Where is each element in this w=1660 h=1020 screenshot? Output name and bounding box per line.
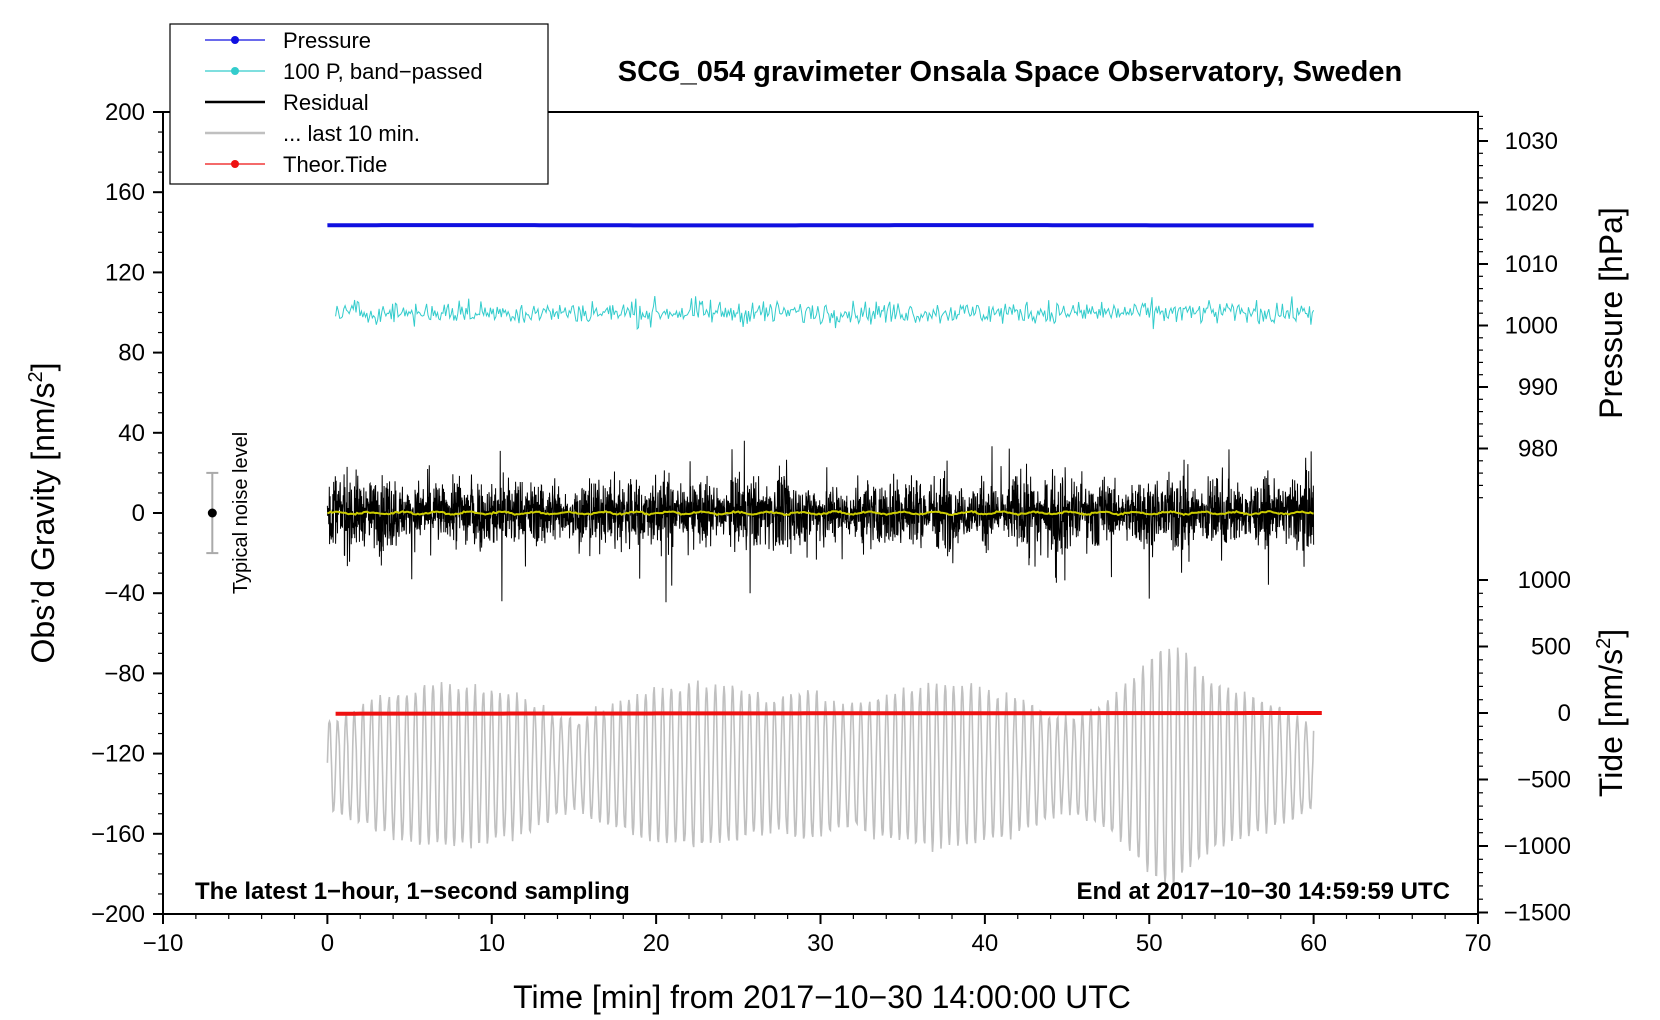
ticks-layer: −10 0 10 20 30 40 50 60 7020016012080400−40−80−1… <box>91 99 1571 957</box>
y-tick-label-left: 0 <box>132 500 145 527</box>
y-tick-label-left: 160 <box>105 179 145 206</box>
y-tick-label-pressure: 1020 <box>1505 190 1558 217</box>
x-tick-label: 60 <box>1300 930 1327 957</box>
series-last-10-min <box>326 647 1315 886</box>
y-tick-label-pressure: 980 <box>1518 436 1558 463</box>
note-right: End at 2017−10−30 14:59:59 UTC <box>1076 878 1450 905</box>
y-axis-title-tide-end: ] <box>1593 629 1629 638</box>
y-tick-label-tide: 0 <box>1558 700 1571 727</box>
x-tick-label: 10 <box>478 930 505 957</box>
legend-marker <box>231 67 239 75</box>
y-tick-label-left: −200 <box>91 901 145 928</box>
x-tick-label: 20 <box>643 930 670 957</box>
y-tick-label-tide: −500 <box>1517 767 1571 794</box>
x-axis-title: Time [min] from 2017−10−30 14:00:00 UTC <box>513 979 1131 1015</box>
y-tick-label-left: 80 <box>118 340 145 367</box>
series-residual <box>326 440 1315 603</box>
noise-center-dot <box>207 508 217 518</box>
x-tick-label: 0 <box>321 930 334 957</box>
y-axis-title-tide-main: Tide [nm/s <box>1593 649 1629 797</box>
y-tick-label-tide: −1000 <box>1504 833 1571 860</box>
series-theor-tide <box>335 711 1322 716</box>
legend-box <box>169 23 549 185</box>
x-tick-label: 40 <box>972 930 999 957</box>
y-tick-label-pressure: 990 <box>1518 374 1558 401</box>
y-tick-label-left: 120 <box>105 259 145 286</box>
y-tick-label-left: 200 <box>105 99 145 126</box>
y-axis-title-left: Obs’d Gravity [nm/s2] <box>25 363 61 664</box>
y-tick-label-left: −40 <box>104 580 145 607</box>
y-tick-label-pressure: 1030 <box>1505 128 1558 155</box>
legend-label: 100 P, band−passed <box>283 59 483 84</box>
noise-label: Typical noise level <box>230 432 252 594</box>
legend-marker <box>231 160 239 168</box>
y-tick-label-left: −120 <box>91 741 145 768</box>
noise-level-marker <box>206 471 219 555</box>
legend-label: Residual <box>283 90 369 115</box>
series-band-passed <box>335 295 1315 330</box>
y-axis-title-left-end: ] <box>25 363 61 372</box>
legend-marker <box>231 36 239 44</box>
y-tick-label-tide: 500 <box>1531 634 1571 661</box>
chart-title: SCG_054 gravimeter Onsala Space Observat… <box>618 56 1402 88</box>
y-axis-title-left-main: Obs’d Gravity [nm/s <box>25 383 61 664</box>
y-axis-title-pressure: Pressure [hPa] <box>1593 207 1629 419</box>
y-axis-title-left-sup: 2 <box>25 371 47 382</box>
note-left: The latest 1−hour, 1−second sampling <box>195 878 630 905</box>
y-tick-label-left: −80 <box>104 660 145 687</box>
y-tick-label-tide: −1500 <box>1504 900 1571 927</box>
legend-label: Pressure <box>283 28 371 53</box>
legend-label: ... last 10 min. <box>283 121 420 146</box>
series-layer <box>326 223 1322 886</box>
y-tick-label-left: −160 <box>91 821 145 848</box>
x-tick-label: 70 <box>1465 930 1492 957</box>
legend: Pressure 100 P, band−passed Residual ... la… <box>169 23 549 185</box>
x-tick-label: 30 <box>807 930 834 957</box>
y-tick-label-pressure: 1000 <box>1505 313 1558 340</box>
series-residual-smoothed <box>327 509 1314 517</box>
x-tick-label: −10 <box>143 930 184 957</box>
y-axis-title-tide-sup: 2 <box>1593 638 1615 649</box>
legend-label: Theor.Tide <box>283 152 387 177</box>
y-tick-label-tide: 1000 <box>1518 567 1571 594</box>
x-tick-label: 50 <box>1136 930 1163 957</box>
y-axis-title-tide: Tide [nm/s2] <box>1593 629 1629 797</box>
y-tick-label-left: 40 <box>118 420 145 447</box>
y-tick-label-pressure: 1010 <box>1505 251 1558 278</box>
